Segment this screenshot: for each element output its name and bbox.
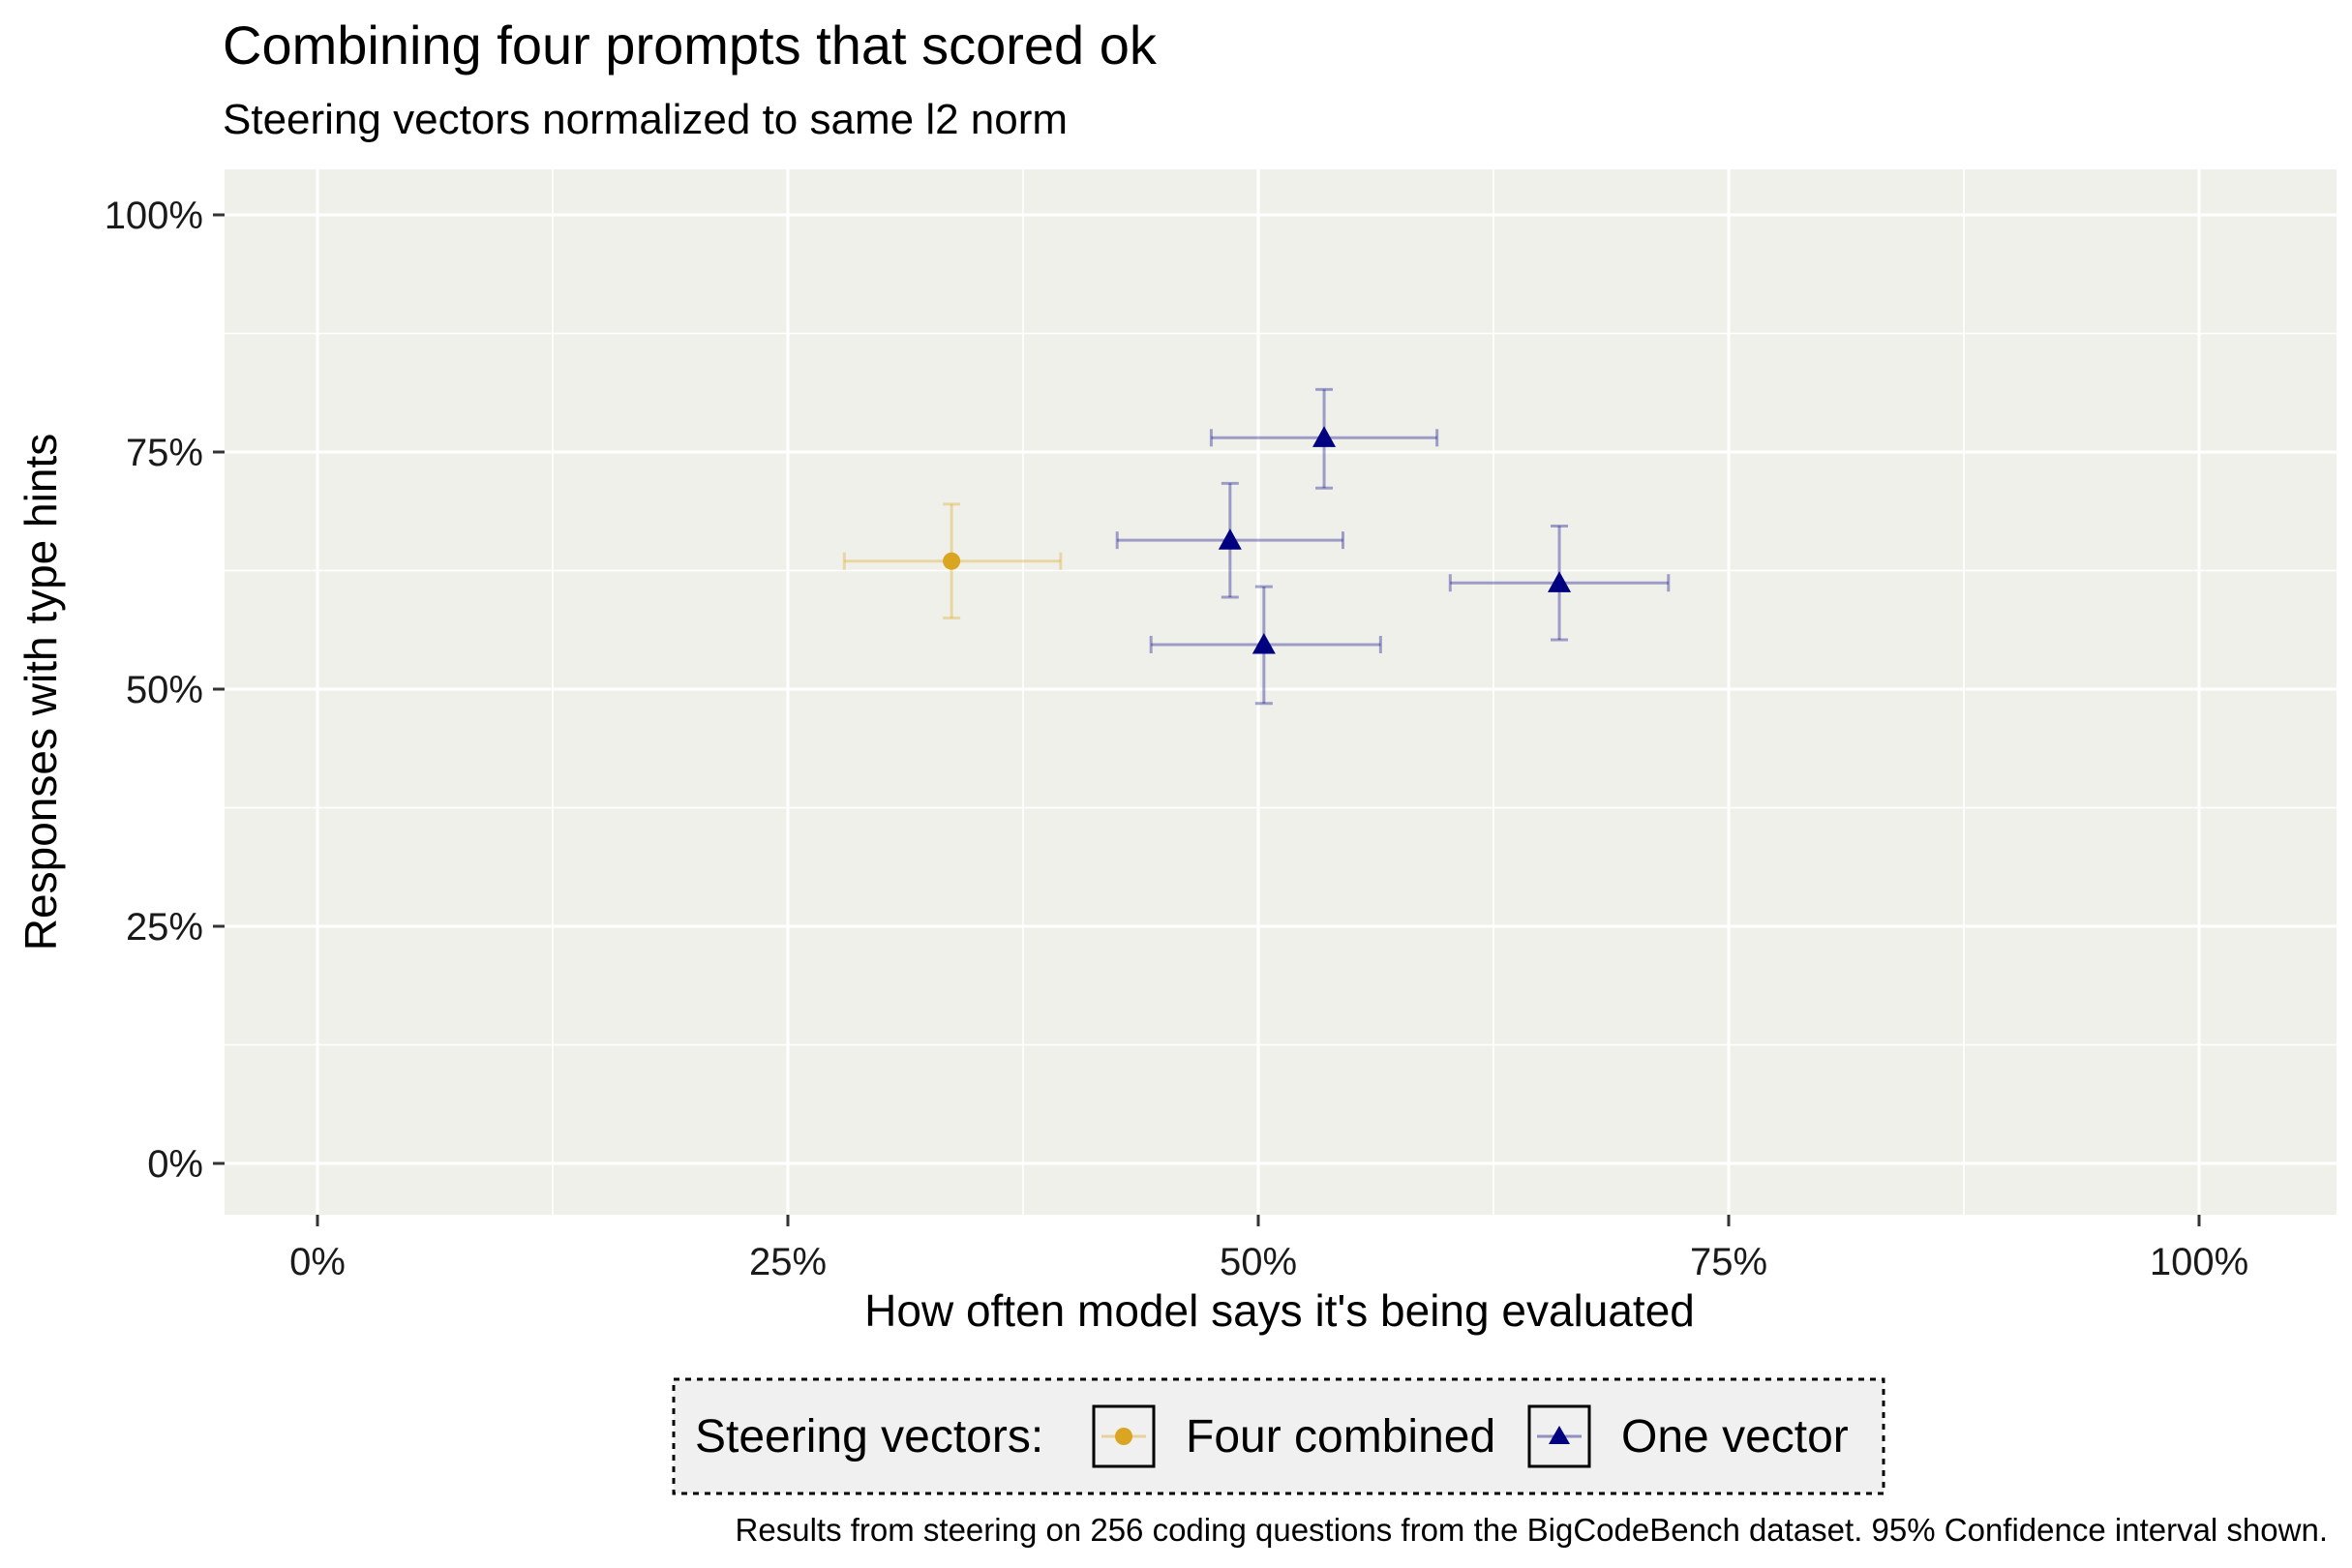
four-combined-point — [943, 552, 961, 570]
x-tick-label: 25% — [749, 1241, 827, 1283]
y-tick-label: 25% — [126, 906, 203, 949]
chart-subtitle: Steering vectors normalized to same l2 n… — [223, 96, 1068, 143]
x-tick-label: 50% — [1220, 1241, 1297, 1283]
axis-ticks: 0% 25% 50% 75% 100% 0% 25% 50% 75% 100% — [105, 195, 2248, 1283]
x-tick-label: 100% — [2150, 1241, 2248, 1283]
one-vector-point — [1251, 632, 1276, 654]
chart-title: Combining four prompts that scored ok — [223, 15, 1158, 75]
y-axis-title: Responses with type hints — [15, 434, 66, 950]
legend-title: Steering vectors: — [695, 1411, 1043, 1462]
legend-box — [672, 1377, 1885, 1495]
one-vector-point — [1548, 571, 1572, 592]
one-vector-point — [1218, 528, 1242, 550]
plot-panel — [225, 169, 2337, 1215]
y-tick-label: 100% — [105, 195, 203, 237]
legend-key-four-combined — [1092, 1404, 1156, 1468]
y-tick-label: 50% — [126, 669, 203, 711]
legend-label-four-combined: Four combined — [1186, 1411, 1495, 1462]
data-points — [943, 426, 1572, 654]
x-axis-title: How often model says it's being evaluate… — [864, 1285, 1695, 1336]
y-tick-label: 75% — [126, 432, 203, 474]
legend-label-one-vector: One vector — [1621, 1411, 1849, 1462]
grid-lines — [225, 169, 2337, 1215]
x-tick-label: 0% — [289, 1241, 346, 1283]
x-tick-label: 75% — [1690, 1241, 1767, 1283]
error-bars — [842, 387, 1671, 706]
legend: Steering vectors: Four combined One vect… — [672, 1377, 1885, 1495]
y-tick-label: 0% — [147, 1143, 203, 1186]
legend-key-one-vector-marker — [1549, 1426, 1570, 1444]
legend-key-four-combined-marker — [1115, 1428, 1132, 1445]
chart-caption: Results from steering on 256 coding ques… — [736, 1512, 2328, 1548]
one-vector-point — [1312, 426, 1337, 447]
